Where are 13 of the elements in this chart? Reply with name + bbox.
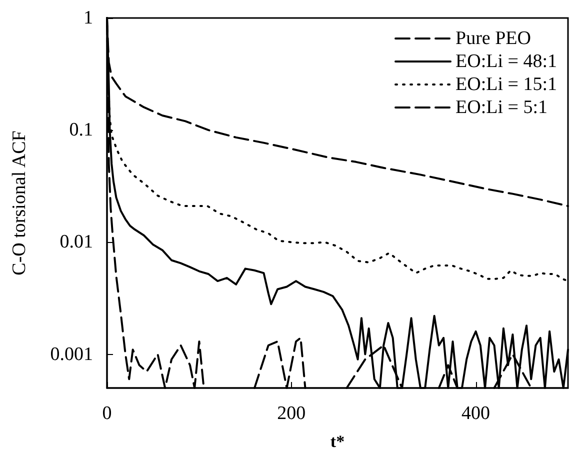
y-tick-label: 1 [84, 8, 93, 28]
y-tick-label: 0.1 [69, 120, 93, 141]
legend-label: EO:Li = 5:1 [456, 97, 548, 118]
x-tick-label: 400 [462, 403, 490, 424]
x-axis-title: t* [330, 432, 345, 451]
y-axis-title: C-O torsional ACF [9, 130, 30, 276]
y-tick-label: 0.001 [50, 344, 93, 365]
x-tick-label: 0 [102, 403, 112, 424]
legend-label: EO:Li = 15:1 [456, 74, 558, 95]
y-tick-label: 0.01 [60, 232, 93, 253]
x-tick-label: 200 [277, 403, 306, 424]
legend-label: EO:Li = 48:1 [456, 51, 558, 72]
legend-label: Pure PEO [456, 28, 531, 49]
